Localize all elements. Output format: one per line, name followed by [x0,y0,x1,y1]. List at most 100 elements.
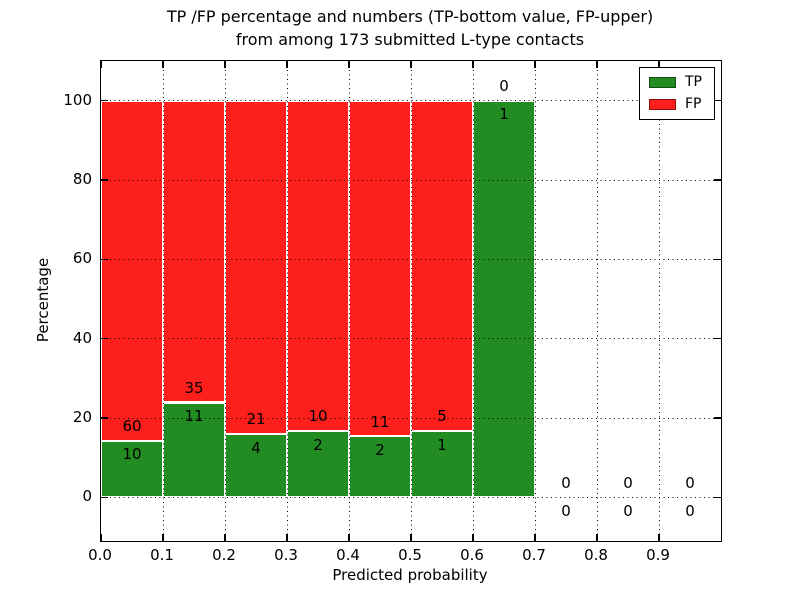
annotation-tp-count: 1 [437,436,447,455]
chart-title-line1: TP /FP percentage and numbers (TP-bottom… [166,7,654,26]
y-tick-mark-right [714,496,721,499]
annotation-fp-count: 0 [561,473,571,492]
y-tick-mark [101,258,108,261]
x-tick-mark [410,534,412,541]
y-tick-mark [101,179,108,181]
annotation-fp-count: 5 [437,407,447,426]
x-tick-mark [348,534,350,541]
x-gridline [658,61,660,541]
legend-item-fp: FP [649,97,702,112]
bar-segment-fp [225,100,287,434]
annotation-fp-count: 21 [246,410,266,429]
annotation-fp-count: 11 [370,412,390,431]
y-tick-label: 20 [72,408,92,427]
x-gridline [410,61,412,541]
y-tick-mark-right [714,258,721,261]
tp-legend-swatch [649,77,676,88]
x-tick-mark-top [534,61,536,68]
x-tick-mark-top [596,61,598,68]
x-tick-label: 0.6 [460,546,484,564]
x-tick-label: 0.3 [274,546,298,564]
x-gridline [534,61,536,541]
x-tick-label: 0.1 [150,546,174,564]
annotation-fp-count: 0 [685,473,695,492]
x-tick-label: 0.0 [88,546,112,564]
bar-segment-tp [349,436,411,498]
y-tick-label: 0 [82,487,92,506]
bar-segment-fp [411,100,473,432]
x-gridline [224,61,226,541]
y-tick-label: 80 [72,170,92,188]
x-tick-mark [596,534,598,541]
legend-label: FP [685,96,702,112]
x-gridline [162,61,164,541]
x-tick-mark [658,534,660,541]
y-tick-mark [101,417,108,419]
x-tick-mark-top [658,61,660,68]
x-gridline [286,61,288,541]
legend-item-tp: TP [649,75,702,90]
y-tick-label: 100 [63,90,92,109]
x-tick-label: 0.8 [584,546,608,564]
annotation-tp-count: 4 [251,438,261,457]
annotation-tp-count: 10 [122,445,142,464]
bar-segment-tp [225,433,287,498]
annotation-fp-count: 10 [308,407,328,426]
annotation-fp-count: 35 [184,378,204,397]
x-tick-label: 0.5 [398,546,422,564]
x-tick-label: 0.7 [522,546,546,564]
annotation-tp-count: 2 [375,441,385,460]
chart-title: TP /FP percentage and numbers (TP-bottom… [100,5,720,51]
x-tick-mark-top [348,61,350,68]
chart-title-line2: from among 173 submitted L-type contacts [235,30,585,49]
x-tick-mark [224,534,226,541]
x-tick-label: 0.2 [212,546,236,564]
y-tick-mark [101,496,108,499]
y-tick-label: 40 [72,328,92,347]
y-tick-mark-right [714,338,721,340]
annotation-tp-count: 0 [623,502,633,521]
x-tick-label: 0.4 [336,546,360,564]
x-tick-mark [472,534,474,541]
y-tick-mark-right [714,417,721,419]
annotation-tp-count: 2 [313,436,323,455]
annotation-tp-count: 11 [184,407,204,426]
x-tick-mark-top [286,61,288,68]
bar-segment-tp [411,431,473,498]
x-tick-label: 0.9 [646,546,670,564]
annotation-fp-count: 0 [499,76,509,95]
annotation-tp-count: 0 [561,502,571,521]
x-tick-mark [100,534,102,541]
x-axis-label: Predicted probability [332,566,488,584]
bar-segment-tp [101,440,163,498]
bar-segment-fp [163,100,225,403]
fp-legend-swatch [649,99,676,110]
y-tick-label: 60 [72,249,92,268]
annotation-tp-count: 1 [499,105,509,124]
annotation-fp-count: 60 [122,416,142,435]
x-gridline [348,61,350,541]
x-tick-mark-top [410,61,412,68]
x-tick-mark-top [162,61,164,68]
bar-segment-fp [101,100,163,441]
x-tick-mark-top [100,61,102,68]
bar-segment-fp [349,100,411,437]
x-tick-mark-top [472,61,474,68]
x-tick-mark [162,534,164,541]
x-tick-mark [286,534,288,541]
x-tick-mark [534,534,536,541]
x-gridline [596,61,598,541]
annotation-fp-count: 0 [623,473,633,492]
legend-label: TP [685,74,702,90]
y-tick-mark-right [714,179,721,181]
bar-segment-fp [287,100,349,432]
legend: TP FP [639,67,715,120]
x-gridline [472,61,474,541]
y-tick-mark [101,338,108,340]
plot-area: 60 10 35 11 21 4 10 2 11 2 5 1 0 1 0 0 0 0 0 0 TP FP [100,60,722,542]
annotation-tp-count: 0 [685,502,695,521]
y-tick-mark-right [714,100,721,102]
bar-segment-tp [473,100,535,498]
x-tick-mark-top [224,61,226,68]
